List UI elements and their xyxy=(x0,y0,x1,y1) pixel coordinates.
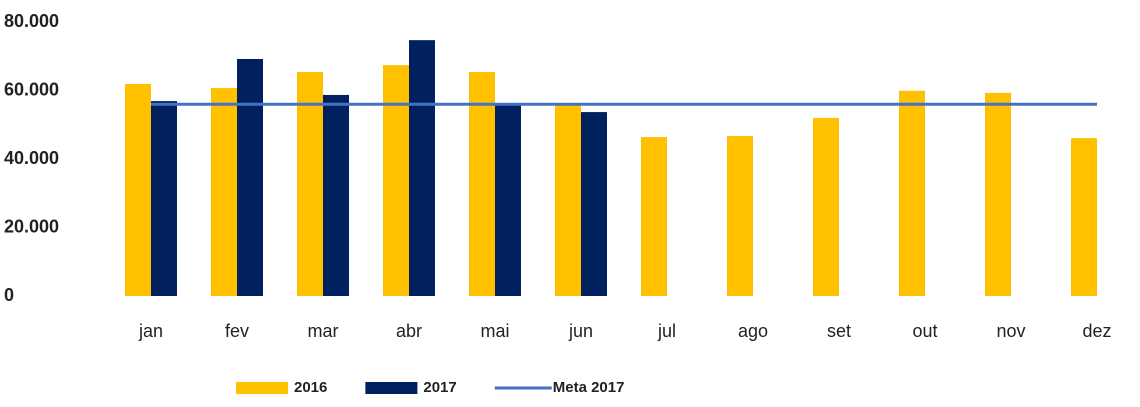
x-tick-label: jun xyxy=(568,321,593,341)
y-tick-label: 0 xyxy=(4,285,14,305)
bar xyxy=(383,65,409,296)
x-tick-label: mar xyxy=(308,321,339,341)
x-tick-label: jul xyxy=(657,321,676,341)
bar xyxy=(125,83,151,297)
bar xyxy=(727,136,753,296)
x-tick-label: ago xyxy=(738,321,768,341)
bar xyxy=(495,103,521,296)
bar xyxy=(555,103,581,296)
bar xyxy=(323,94,349,296)
legend-label: 2016 xyxy=(294,379,327,396)
x-tick-label: dez xyxy=(1082,321,1111,341)
y-tick-label: 20.000 xyxy=(4,216,59,236)
bar xyxy=(1071,138,1097,296)
legend-label: Meta 2017 xyxy=(553,379,625,396)
x-tick-label: set xyxy=(827,321,851,341)
bar xyxy=(641,137,667,296)
x-tick-label: out xyxy=(912,321,937,341)
bar xyxy=(899,90,925,296)
y-tick-label: 80.000 xyxy=(4,11,59,31)
bar xyxy=(813,117,839,297)
x-tick-label: jan xyxy=(138,321,163,341)
x-tick-label: fev xyxy=(225,321,249,341)
y-tick-label: 40.000 xyxy=(4,148,59,168)
legend-label: 2017 xyxy=(423,379,456,396)
legend-swatch xyxy=(236,382,288,394)
bar xyxy=(581,112,607,296)
y-tick-label: 60.000 xyxy=(4,79,59,99)
bar xyxy=(985,92,1011,297)
bar xyxy=(237,58,263,296)
bar xyxy=(151,101,177,297)
bar xyxy=(211,88,237,296)
bar xyxy=(469,72,495,296)
legend-swatch xyxy=(365,382,418,394)
bar xyxy=(297,72,323,296)
x-tick-label: abr xyxy=(396,321,422,341)
x-tick-label: mai xyxy=(480,321,509,341)
bar xyxy=(409,40,435,297)
x-tick-label: nov xyxy=(996,321,1025,341)
